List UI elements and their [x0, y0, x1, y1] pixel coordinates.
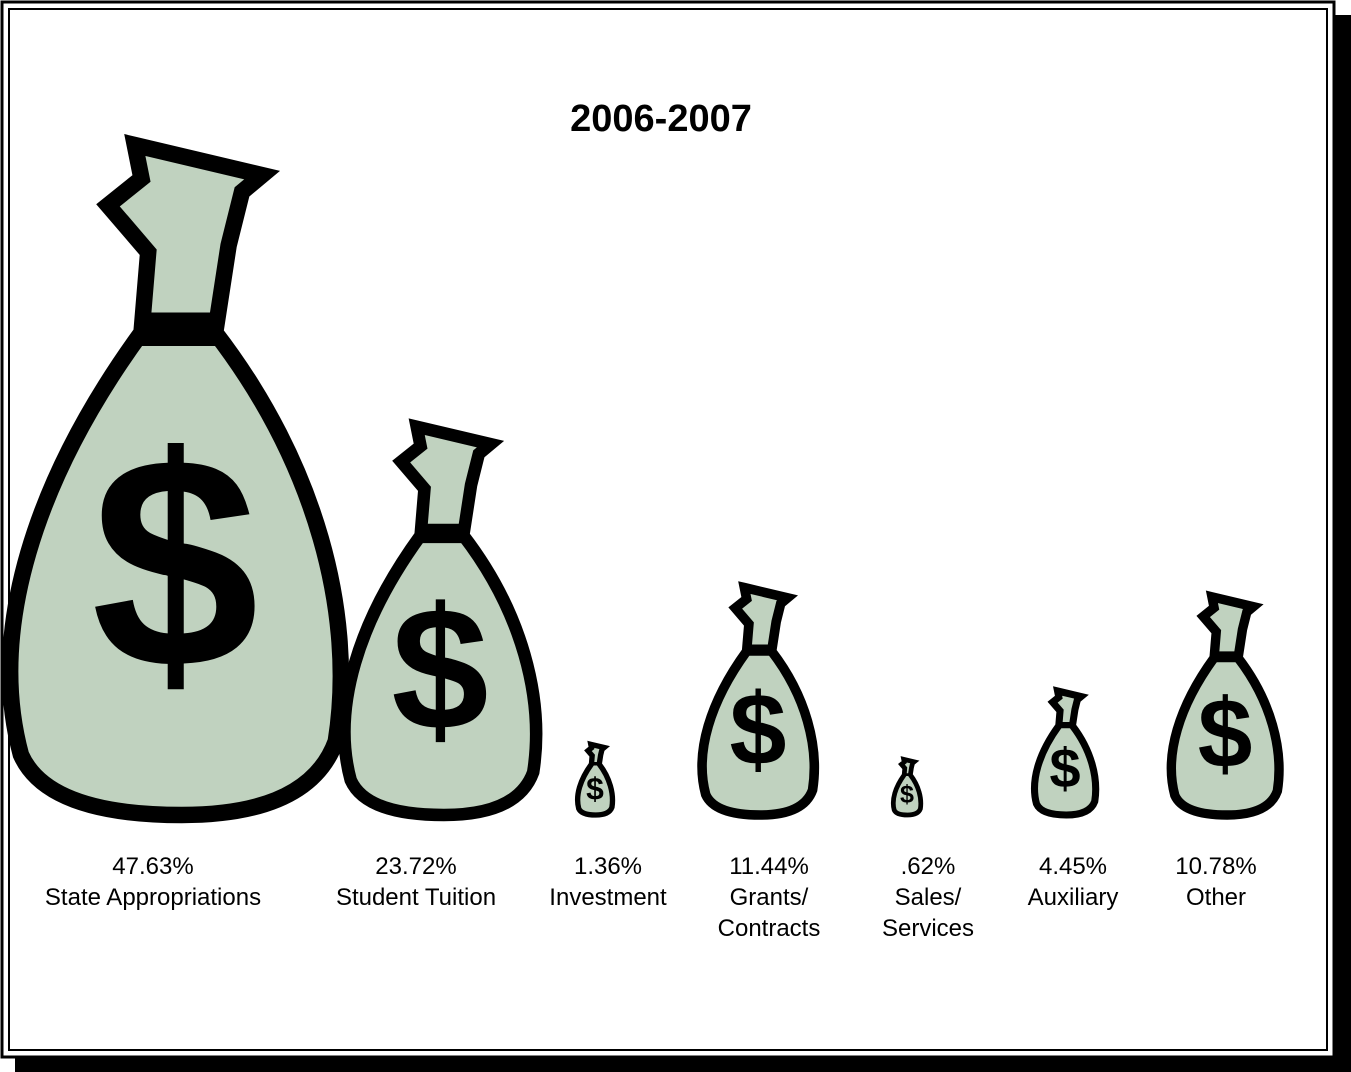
- dollar-sign: $: [900, 781, 914, 809]
- category-label: Sales/ Services: [881, 884, 975, 942]
- dollar-sign: $: [1049, 737, 1080, 800]
- bag-tie: [1058, 722, 1074, 729]
- category-label: Auxiliary: [1027, 884, 1119, 911]
- bag-body: [2, 134, 350, 824]
- dollar-sign: $: [391, 572, 488, 767]
- chart-title: 2006-2007: [570, 98, 752, 140]
- bag-body: [574, 740, 616, 818]
- money-bag: $: [1030, 686, 1100, 819]
- category-label: Grants/ Contracts: [717, 884, 821, 942]
- category-label: State Appropriations: [44, 884, 262, 911]
- dollar-sign: $: [91, 394, 259, 731]
- value-label: 11.44%: [729, 853, 809, 880]
- value-label: .62%: [900, 853, 956, 880]
- category-label: Other: [1185, 884, 1247, 911]
- category-label: Student Tuition: [335, 884, 497, 911]
- money-bag: $: [574, 740, 616, 818]
- value-label: 47.63%: [112, 853, 194, 880]
- dollar-sign: $: [1198, 678, 1253, 788]
- bag-tie: [141, 312, 222, 346]
- bag-body: [890, 756, 924, 818]
- bag-tie: [420, 523, 468, 544]
- dollar-sign: $: [586, 770, 604, 806]
- bag-body: [338, 418, 543, 822]
- money-bag: $: [338, 418, 543, 822]
- bag-tie: [591, 762, 600, 766]
- bag-body: [1030, 686, 1100, 819]
- value-label: 4.45%: [1038, 853, 1108, 880]
- money-bag: $: [697, 581, 820, 820]
- money-bag: $: [890, 756, 924, 818]
- dollar-sign: $: [730, 672, 787, 787]
- category-label: Investment: [549, 884, 667, 911]
- money-bag: $: [1166, 590, 1284, 820]
- bag-body: [1166, 590, 1284, 820]
- money-bag: $: [2, 134, 350, 824]
- value-label: 10.78%: [1175, 853, 1257, 880]
- bag-tie: [746, 644, 774, 656]
- frame-inner: [8, 8, 1328, 1051]
- bag-tie: [1214, 651, 1241, 663]
- bag-tie: [904, 773, 911, 776]
- bag-body: [697, 581, 820, 820]
- value-label: 23.72%: [375, 853, 457, 880]
- value-label: 1.36%: [573, 853, 643, 880]
